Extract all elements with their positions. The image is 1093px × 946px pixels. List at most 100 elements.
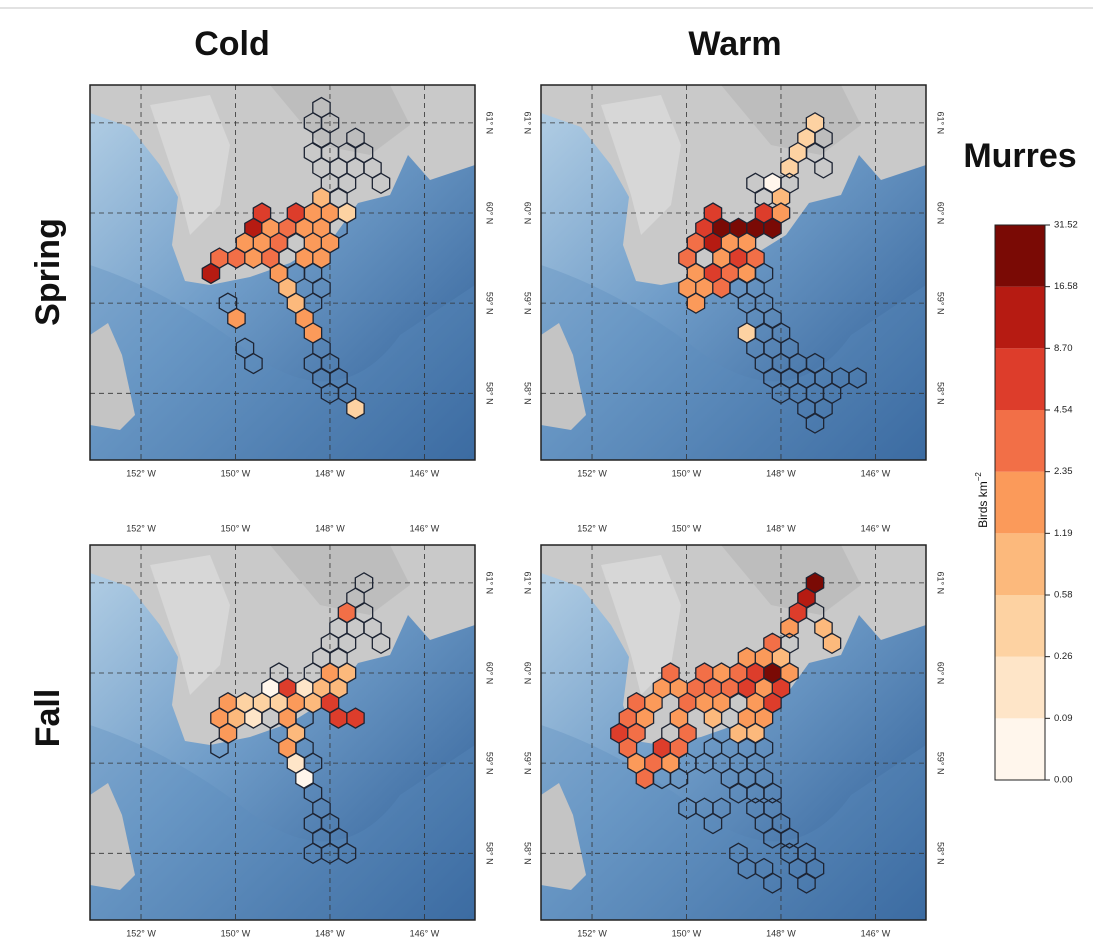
lon-tick-label: 146° W: [861, 468, 891, 478]
lat-tick-label: 58° N: [936, 382, 946, 405]
lat-tick-label: 60° N: [523, 202, 533, 225]
map-panel: 152° W 152° W 150° W 150° W 148° W 148° W 146°…: [523, 523, 946, 938]
colorbar-segment: [995, 595, 1045, 657]
lon-tick-label: 146° W: [410, 523, 440, 533]
colorbar-tick-label: 0.00: [1054, 775, 1073, 786]
lon-tick-label: 148° W: [766, 928, 796, 938]
survey-hex: [228, 248, 245, 268]
colorbar-segment: [995, 472, 1045, 534]
lat-tick-label: 61° N: [523, 572, 533, 595]
lat-tick-label: 60° N: [485, 662, 495, 685]
survey-hex: [245, 708, 262, 728]
lon-tick-label: 152° W: [126, 523, 156, 533]
lat-tick-label: 61° N: [936, 112, 946, 135]
lon-tick-label: 146° W: [861, 928, 891, 938]
colorbar-tick-label: 0.26: [1054, 651, 1073, 662]
lon-tick-label: 152° W: [126, 928, 156, 938]
lon-tick-label: 148° W: [766, 468, 796, 478]
column-title: Warm: [688, 25, 781, 63]
map-area: [90, 545, 475, 920]
lon-tick-label: 152° W: [577, 928, 607, 938]
page: {"column_titles": ["Cold", "Warm"], "row…: [0, 0, 1093, 946]
basemap: [90, 545, 475, 920]
lon-tick-label: 150° W: [221, 468, 251, 478]
column-title: Cold: [194, 25, 270, 63]
lat-tick-label: 61° N: [936, 572, 946, 595]
lat-tick-label: 58° N: [485, 382, 495, 405]
lat-tick-label: 58° N: [485, 842, 495, 865]
map-area: [541, 85, 926, 460]
lat-tick-label: 58° N: [523, 842, 533, 865]
lat-tick-label: 61° N: [485, 572, 495, 595]
colorbar-segment: [995, 348, 1045, 410]
lon-tick-label: 146° W: [410, 468, 440, 478]
lon-tick-label: 150° W: [672, 468, 702, 478]
survey-hex: [347, 399, 364, 419]
lon-tick-label: 150° W: [672, 523, 702, 533]
colorbar-segment: [995, 225, 1045, 287]
survey-hex: [713, 278, 730, 298]
lon-tick-label: 150° W: [221, 523, 251, 533]
lat-tick-label: 60° N: [936, 202, 946, 225]
colorbar-tick-label: 1.19: [1054, 528, 1073, 539]
lon-tick-label: 148° W: [315, 468, 345, 478]
lon-tick-label: 148° W: [315, 523, 345, 533]
lat-tick-label: 59° N: [485, 752, 495, 775]
lat-tick-label: 59° N: [523, 752, 533, 775]
map-panel: 152° W 152° W 150° W 150° W 148° W 148° W 146°…: [90, 523, 495, 938]
lat-tick-label: 59° N: [936, 752, 946, 775]
lon-tick-label: 152° W: [577, 523, 607, 533]
colorbar-tick-label: 31.52: [1054, 220, 1078, 231]
survey-hex: [330, 708, 347, 728]
lon-tick-label: 148° W: [766, 523, 796, 533]
survey-hex: [347, 708, 364, 728]
survey-hex: [202, 263, 219, 283]
map-area: [541, 545, 926, 920]
figure: Cold Warm Spring Fall Murres Birds km−2 …: [0, 0, 1093, 946]
survey-hex: [687, 293, 704, 313]
lon-tick-label: 150° W: [221, 928, 251, 938]
survey-hex: [219, 723, 236, 743]
survey-hex: [823, 633, 840, 653]
colorbar-segment: [995, 410, 1045, 472]
row-title: Fall: [29, 689, 67, 748]
colorbar-tick-label: 16.58: [1054, 281, 1078, 292]
survey-hex: [245, 248, 262, 268]
colorbar-tick-label: 2.35: [1054, 466, 1073, 477]
lon-tick-label: 146° W: [410, 928, 440, 938]
lon-tick-label: 146° W: [861, 523, 891, 533]
row-title: Spring: [29, 218, 67, 326]
colorbar-segment: [995, 657, 1045, 719]
colorbar-label-text: Birds km: [976, 481, 990, 528]
survey-hex: [781, 158, 798, 178]
survey-hex: [296, 768, 313, 788]
survey-hex: [764, 218, 781, 238]
survey-hex: [228, 308, 245, 328]
colorbar-tick-label: 0.09: [1054, 713, 1073, 724]
lon-tick-label: 150° W: [672, 928, 702, 938]
lat-tick-label: 58° N: [936, 842, 946, 865]
colorbar-tick-label: 4.54: [1054, 405, 1073, 416]
colorbar-segment: [995, 287, 1045, 349]
lat-tick-label: 59° N: [936, 292, 946, 315]
lat-tick-label: 60° N: [485, 202, 495, 225]
lat-tick-label: 61° N: [523, 112, 533, 135]
lat-tick-label: 60° N: [936, 662, 946, 685]
lon-tick-label: 152° W: [126, 468, 156, 478]
survey-hex: [747, 723, 764, 743]
legend-title: Murres: [963, 137, 1076, 175]
lat-tick-label: 59° N: [485, 292, 495, 315]
colorbar-label-exponent: −2: [974, 472, 983, 482]
colorbar-tick-label: 8.70: [1054, 343, 1073, 354]
colorbar-segment: [995, 533, 1045, 595]
colorbar-tick-label: 0.58: [1054, 590, 1073, 601]
survey-hex: [636, 768, 653, 788]
survey-hex: [781, 618, 798, 638]
lon-tick-label: 148° W: [315, 928, 345, 938]
survey-hex: [738, 263, 755, 283]
lon-tick-label: 152° W: [577, 468, 607, 478]
lat-tick-label: 58° N: [523, 382, 533, 405]
survey-hex: [730, 723, 747, 743]
